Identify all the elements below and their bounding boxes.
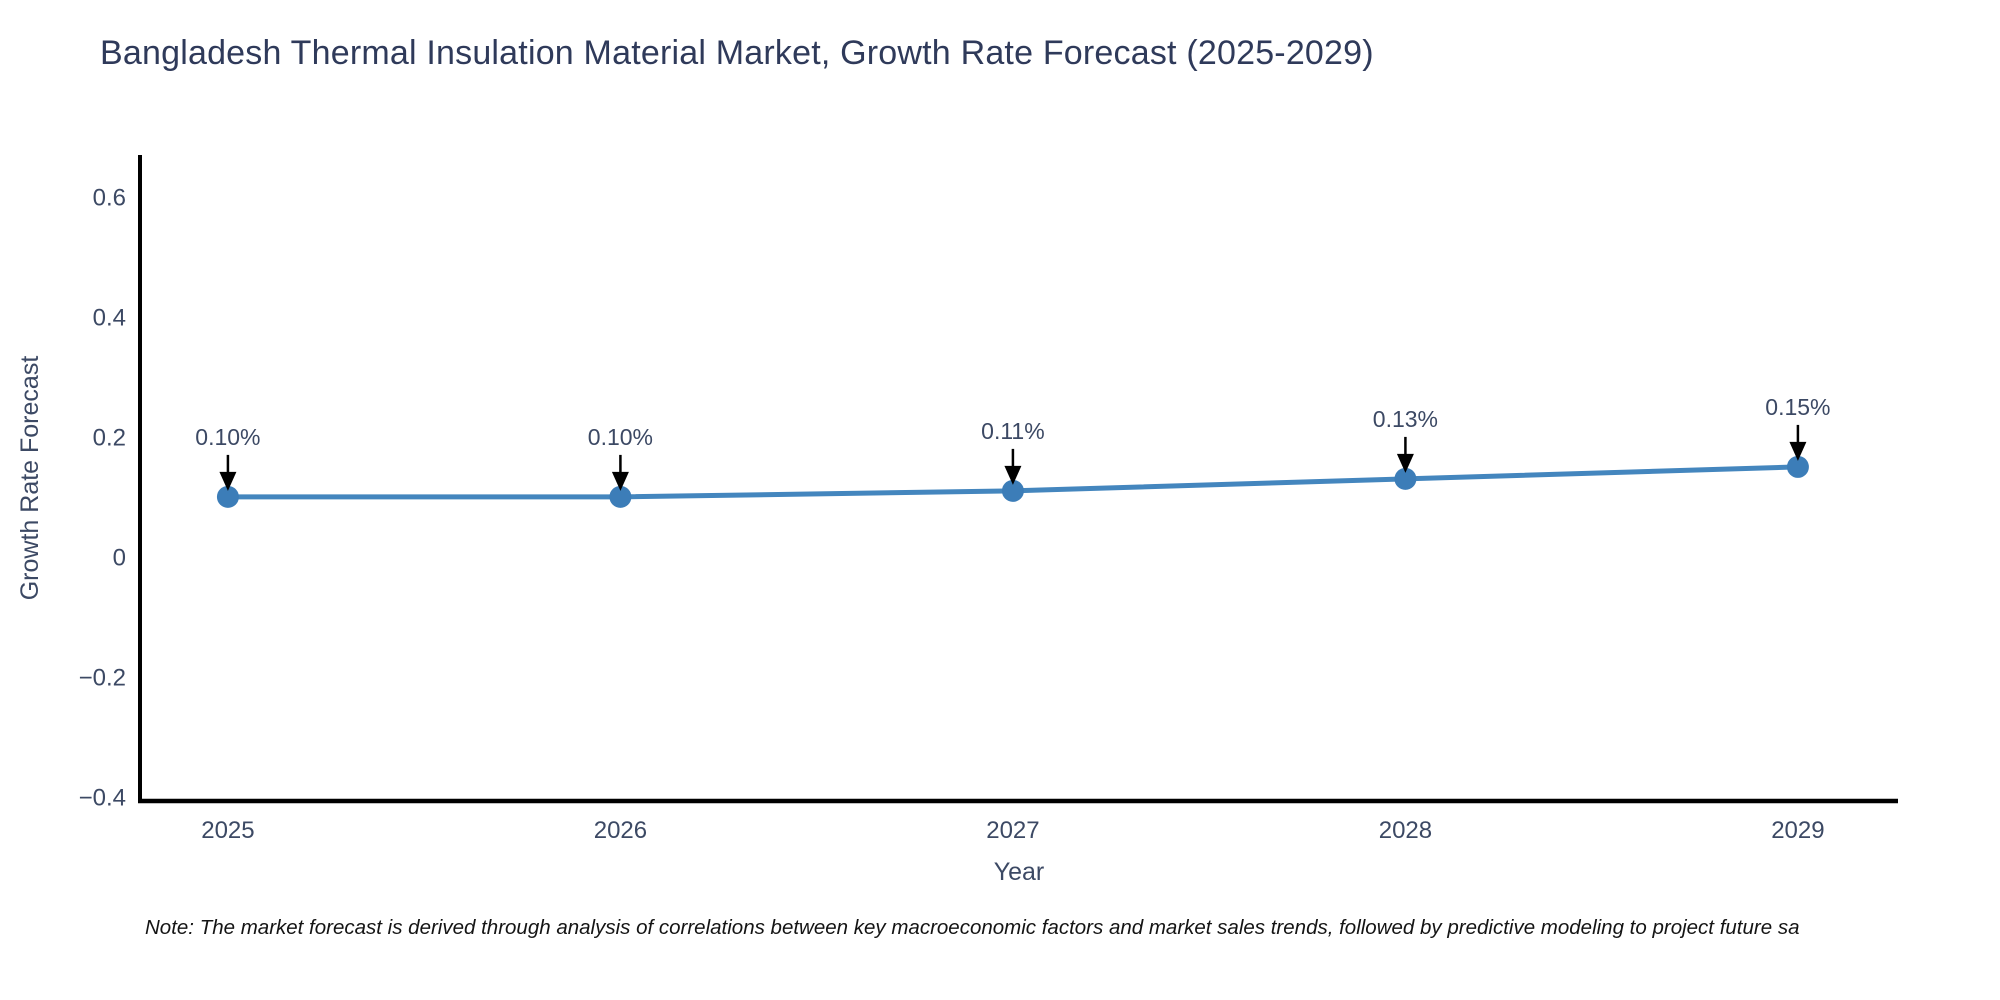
data-point-marker [1394,467,1417,490]
data-point-label: 0.10% [588,424,653,450]
data-point-marker [1001,479,1024,502]
x-axis-title: Year [993,858,1045,886]
y-tick-label: −0.4 [79,784,126,811]
annotation-arrow-head [1004,465,1022,485]
data-point-label: 0.13% [1373,406,1438,432]
annotation-arrow-head [1789,441,1807,461]
annotation-arrow-head [219,471,237,491]
data-point-marker [1786,455,1809,478]
x-tick-label: 2027 [986,817,1039,844]
data-point-label: 0.11% [981,418,1045,444]
annotation-arrow-head [611,471,629,491]
y-tick-label: 0.6 [93,184,126,211]
data-point-marker [609,485,632,508]
annotation-arrow-head [1396,453,1414,473]
y-tick-label: 0 [113,544,126,571]
x-tick-label: 2029 [1771,817,1824,844]
data-point-label: 0.15% [1765,394,1830,420]
y-tick-label: 0.4 [93,304,126,331]
y-tick-label: 0.2 [93,424,126,451]
footnote: Note: The market forecast is derived thr… [145,916,1800,939]
x-tick-label: 2025 [201,817,254,844]
chart-title: Bangladesh Thermal Insulation Material M… [100,34,1374,72]
x-tick-label: 2028 [1379,817,1432,844]
x-tick-label: 2026 [594,817,647,844]
data-point-label: 0.10% [195,424,260,450]
y-tick-label: −0.2 [79,664,126,691]
data-point-marker [216,485,239,508]
